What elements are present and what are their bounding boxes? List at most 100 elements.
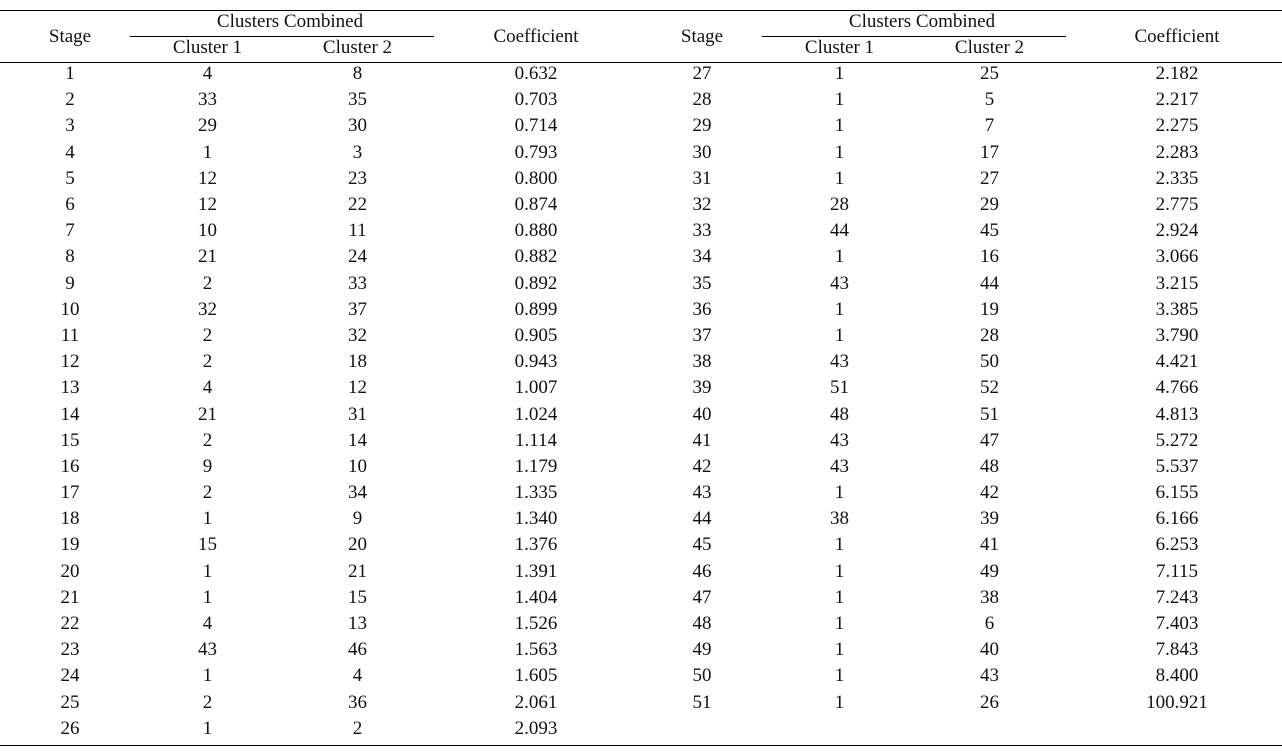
table-row: 25 2 36 2.061 51 1 26 100.921 — [0, 690, 1282, 716]
coefficient-header-right: Coefficient — [1134, 26, 1220, 47]
right-cluster2-cell: 51 — [980, 403, 999, 425]
left-stage-cell: 7 — [65, 220, 75, 242]
right-stage-cell: 43 — [692, 482, 712, 504]
right-cluster1-cell: 1 — [834, 534, 845, 556]
left-cluster2-cell: 21 — [348, 560, 367, 582]
right-stage-cell — [632, 716, 772, 742]
right-cluster1-cell: 1 — [834, 167, 845, 189]
left-coefficient-cell: 0.703 — [514, 89, 558, 111]
cluster2-header-left: Cluster 2 — [322, 37, 393, 58]
table-row: 22 4 13 1.526 48 1 6 7.403 — [0, 611, 1282, 637]
left-cluster1-cell: 2 — [202, 351, 213, 373]
right-stage-cell: 31 — [692, 167, 712, 189]
left-cluster1-cell: 4 — [202, 63, 213, 85]
left-stage-cell: 14 — [60, 403, 80, 425]
left-cluster1-cell: 21 — [198, 403, 217, 425]
left-coefficient-cell: 1.376 — [514, 534, 558, 556]
left-cluster2-cell: 18 — [348, 351, 367, 373]
left-coefficient-cell: 0.800 — [514, 167, 558, 189]
left-cluster2-cell: 24 — [348, 246, 367, 268]
right-coefficient-cell: 8.400 — [1155, 665, 1199, 687]
table-row: 19 15 20 1.376 45 1 41 6.253 — [0, 532, 1282, 558]
left-cluster2-cell: 23 — [348, 167, 367, 189]
left-stage-cell: 9 — [65, 272, 75, 294]
coefficient-header-left: Coefficient — [493, 26, 579, 47]
left-cluster2-cell: 13 — [348, 613, 367, 635]
right-cluster2-cell: 38 — [980, 586, 999, 608]
cluster2-header-right: Cluster 2 — [954, 37, 1025, 58]
left-stage-cell: 8 — [65, 246, 75, 268]
table-row: 26 1 2 2.093 — [0, 716, 1282, 742]
right-stage-cell: 37 — [692, 324, 712, 346]
clusters-combined-header-left: Clusters Combined — [216, 11, 364, 32]
left-cluster2-cell: 35 — [348, 89, 367, 111]
left-stage-cell: 3 — [65, 115, 75, 137]
right-stage-cell: 39 — [692, 377, 712, 399]
left-cluster1-cell: 10 — [198, 220, 217, 242]
cluster1-header-right: Cluster 1 — [804, 37, 875, 58]
left-cluster2-cell: 15 — [348, 586, 367, 608]
right-cluster2-cell: 28 — [980, 324, 999, 346]
right-stage-cell: 45 — [692, 534, 712, 556]
left-cluster2-cell: 9 — [352, 508, 363, 530]
left-cluster2-cell: 37 — [348, 298, 367, 320]
right-stage-cell: 42 — [692, 455, 712, 477]
left-cluster1-cell: 33 — [198, 89, 217, 111]
right-cluster2-cell: 25 — [980, 63, 999, 85]
table-row: 15 2 14 1.114 41 43 47 5.272 — [0, 428, 1282, 454]
table-top-rule — [0, 10, 1282, 11]
table-row: 13 4 12 1.007 39 51 52 4.766 — [0, 375, 1282, 401]
left-cluster1-cell: 2 — [202, 429, 213, 451]
right-cluster1-cell: 1 — [834, 246, 845, 268]
right-stage-cell: 48 — [692, 613, 712, 635]
left-cluster2-cell: 4 — [352, 665, 363, 687]
right-coefficient-cell: 2.275 — [1155, 115, 1199, 137]
left-stage-cell: 11 — [60, 324, 80, 346]
right-cluster1-cell: 43 — [830, 429, 849, 451]
right-cluster1-cell: 43 — [830, 455, 849, 477]
right-coefficient-cell: 6.155 — [1155, 482, 1199, 504]
left-coefficient-cell: 1.335 — [514, 482, 558, 504]
right-cluster2-cell: 39 — [980, 508, 999, 530]
right-cluster2-cell: 48 — [980, 455, 999, 477]
right-cluster1-cell: 1 — [834, 482, 845, 504]
right-stage-cell: 36 — [692, 298, 712, 320]
table-row: 20 1 21 1.391 46 1 49 7.115 — [0, 559, 1282, 585]
right-coefficient-cell: 2.335 — [1155, 167, 1199, 189]
right-cluster1-cell: 1 — [834, 63, 845, 85]
left-cluster1-cell: 9 — [202, 455, 213, 477]
right-stage-cell: 35 — [692, 272, 712, 294]
left-coefficient-cell: 1.605 — [514, 665, 558, 687]
left-cluster2-cell: 31 — [348, 403, 367, 425]
right-cluster1-cell: 1 — [834, 324, 845, 346]
left-cluster2-cell: 32 — [348, 324, 367, 346]
right-coefficient-cell: 2.182 — [1155, 63, 1199, 85]
right-stage-cell: 28 — [692, 89, 712, 111]
left-cluster2-cell: 30 — [348, 115, 367, 137]
right-cluster1-cell: 43 — [830, 351, 849, 373]
left-cluster1-cell: 1 — [202, 717, 213, 739]
right-cluster1-cell: 1 — [834, 586, 845, 608]
left-cluster2-cell: 3 — [352, 141, 363, 163]
left-coefficient-cell: 1.340 — [514, 508, 558, 530]
right-coefficient-cell: 6.166 — [1155, 508, 1199, 530]
left-coefficient-cell: 1.007 — [514, 377, 558, 399]
table-row: 4 1 3 0.793 30 1 17 2.283 — [0, 140, 1282, 166]
right-coefficient-cell: 6.253 — [1155, 534, 1199, 556]
left-coefficient-cell: 1.024 — [514, 403, 558, 425]
right-cluster2-cell: 50 — [980, 351, 999, 373]
left-stage-cell: 10 — [60, 298, 80, 320]
right-cluster2-cell: 17 — [980, 141, 999, 163]
left-stage-cell: 1 — [65, 63, 75, 85]
right-cluster2-cell: 44 — [980, 272, 999, 294]
right-coefficient-cell: 5.272 — [1155, 429, 1199, 451]
table-row: 16 9 10 1.179 42 43 48 5.537 — [0, 454, 1282, 480]
left-stage-cell: 22 — [60, 613, 80, 635]
left-cluster1-cell: 2 — [202, 272, 213, 294]
right-cluster1-cell: 44 — [830, 220, 849, 242]
right-cluster1-cell: 1 — [834, 560, 845, 582]
right-coefficient-cell: 2.924 — [1155, 220, 1199, 242]
right-coefficient-cell: 7.243 — [1155, 586, 1199, 608]
right-coefficient-cell: 3.790 — [1155, 324, 1199, 346]
table-row: 21 1 15 1.404 47 1 38 7.243 — [0, 585, 1282, 611]
